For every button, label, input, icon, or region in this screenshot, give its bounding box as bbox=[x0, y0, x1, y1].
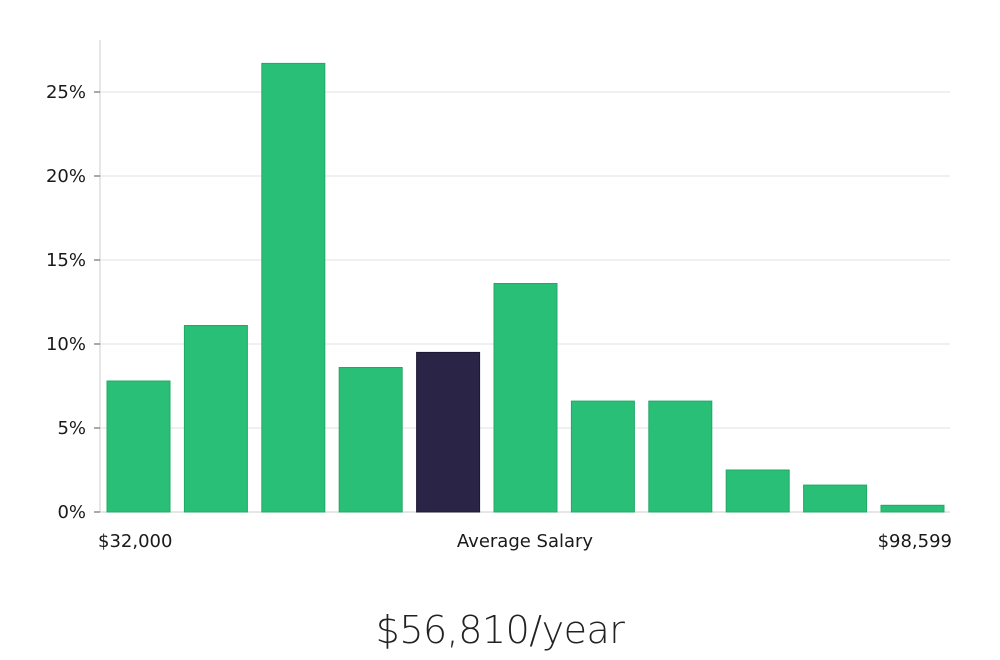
bar bbox=[725, 469, 790, 513]
x-max-label: $98,599 bbox=[878, 531, 952, 552]
x-axis-title: Average Salary bbox=[457, 531, 594, 552]
bar bbox=[880, 504, 945, 513]
bar bbox=[570, 400, 635, 513]
bar bbox=[648, 400, 713, 513]
y-axis-ticks: 0% 5% 10% 15% 20% 25% bbox=[46, 82, 100, 523]
y-tick-label: 25% bbox=[46, 82, 86, 103]
bar bbox=[183, 325, 248, 513]
bar bbox=[106, 380, 171, 513]
y-tick-label: 0% bbox=[57, 502, 86, 523]
y-tick-label: 20% bbox=[46, 166, 86, 187]
y-tick-label: 5% bbox=[57, 418, 86, 439]
average-salary-value: $56,810/year bbox=[375, 608, 625, 652]
y-tick-label: 15% bbox=[46, 250, 86, 271]
bar bbox=[338, 367, 403, 513]
bars bbox=[106, 62, 945, 513]
x-min-label: $32,000 bbox=[98, 531, 172, 552]
bar bbox=[493, 283, 558, 513]
bar bbox=[803, 484, 868, 513]
y-tick-label: 10% bbox=[46, 334, 86, 355]
bar-average-salary bbox=[416, 351, 481, 513]
salary-histogram: 0%5%10%15%20%25% $32,000 Average Salary … bbox=[46, 40, 952, 552]
bar bbox=[261, 62, 326, 513]
